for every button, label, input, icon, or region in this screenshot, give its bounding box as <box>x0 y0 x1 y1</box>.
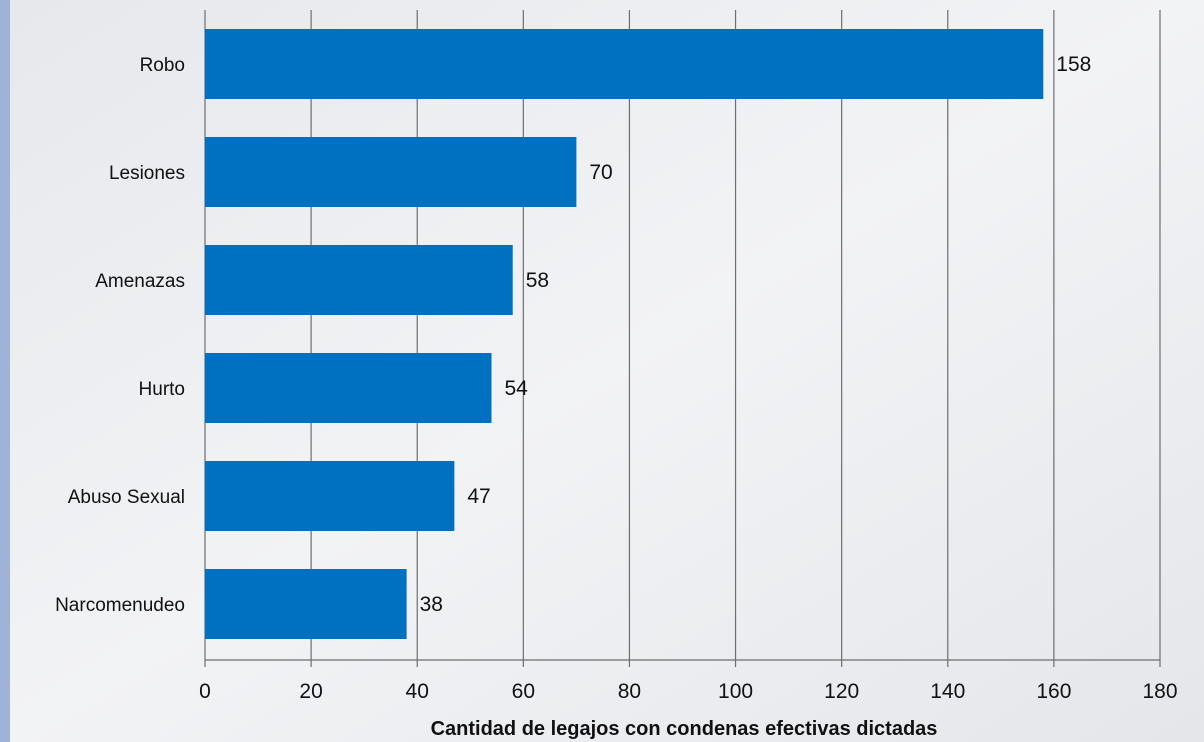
data-label: 47 <box>467 485 490 508</box>
data-label: 38 <box>420 593 443 616</box>
category-label: Amenazas <box>95 271 185 292</box>
x-axis-ticks: 0 20 40 60 80 100 120 140 160 180 <box>199 660 1178 703</box>
x-axis-title: Cantidad de legajos con condenas efectiv… <box>431 718 938 740</box>
bar <box>205 137 577 207</box>
gridlines <box>204 10 1161 661</box>
bar <box>205 245 513 315</box>
category-label: Lesiones <box>109 163 185 184</box>
category-label: Hurto <box>139 379 185 400</box>
data-labels: 158 70 58 54 47 38 <box>420 53 1092 616</box>
x-tick-label: 120 <box>824 680 859 703</box>
data-label: 54 <box>505 377 529 400</box>
category-label: Narcomenudeo <box>55 595 185 616</box>
left-accent-bar <box>0 0 10 742</box>
x-tick-label: 80 <box>618 680 641 703</box>
x-tick-label: 20 <box>299 680 322 703</box>
x-tick-label: 40 <box>406 680 429 703</box>
data-label: 70 <box>589 161 612 184</box>
x-tick-label: 140 <box>930 680 965 703</box>
category-label: Robo <box>140 55 185 76</box>
data-label: 158 <box>1056 53 1091 76</box>
x-tick-label: 0 <box>199 680 211 703</box>
x-tick-label: 180 <box>1142 680 1177 703</box>
category-labels: Robo Lesiones Amenazas Hurto Abuso Sexual Nar… <box>55 55 185 616</box>
bar <box>205 569 407 639</box>
bar <box>205 461 455 531</box>
x-tick-label: 160 <box>1036 680 1071 703</box>
data-label: 58 <box>526 269 549 292</box>
bar <box>205 353 492 423</box>
category-label: Abuso Sexual <box>68 487 185 508</box>
x-tick-label: 100 <box>718 680 753 703</box>
bars <box>205 29 1044 639</box>
bar <box>205 29 1044 99</box>
x-tick-label: 60 <box>512 680 535 703</box>
